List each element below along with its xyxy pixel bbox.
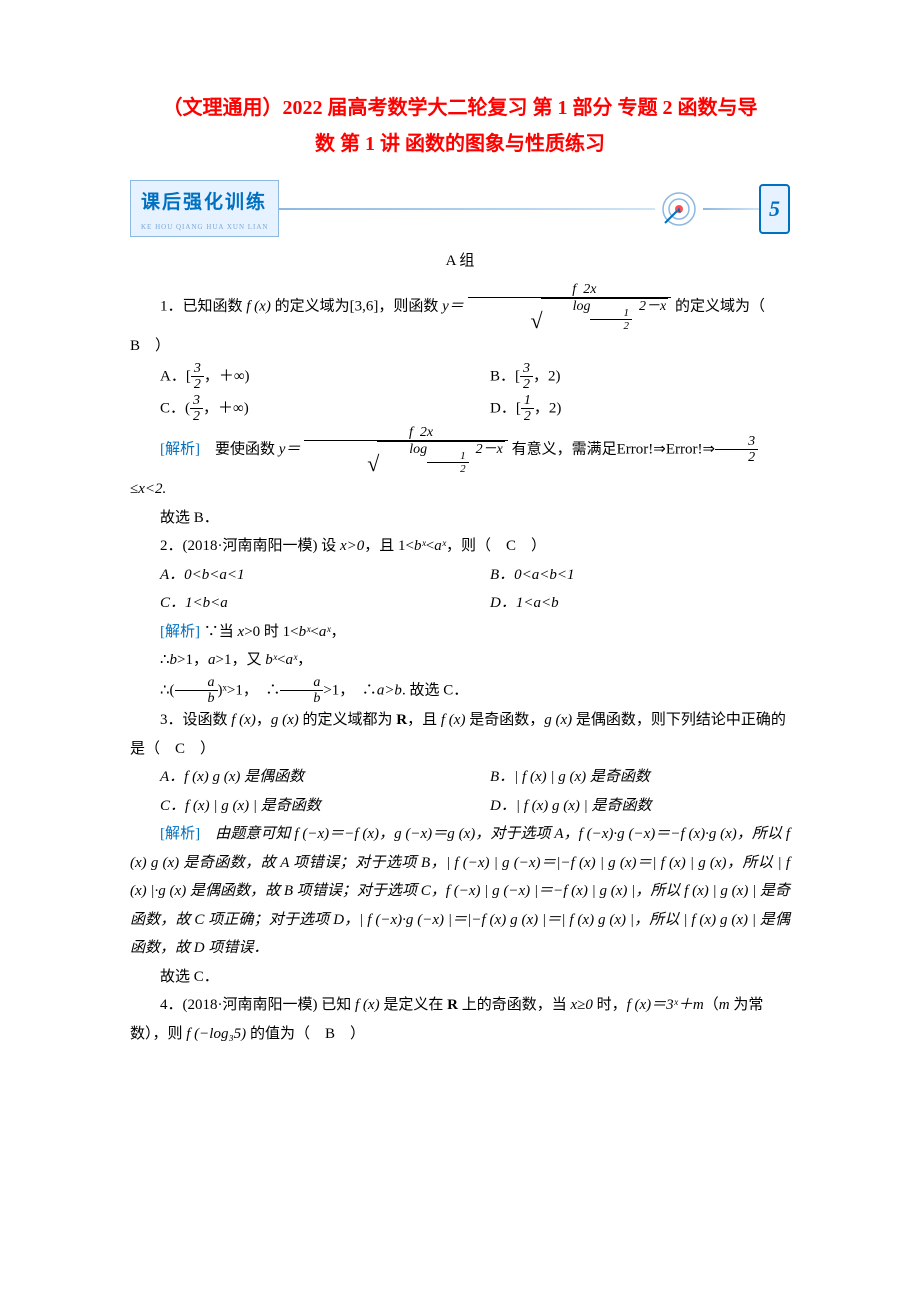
- q1-optA: A．[32，＋∞): [130, 361, 460, 393]
- training-banner: 课后强化训练 KE HOU QIANG HUA XUN LIAN 5: [130, 180, 790, 237]
- q1-optB: B．[32，2): [460, 361, 790, 393]
- q1-f: f: [572, 282, 576, 297]
- q1-log: log: [573, 299, 591, 314]
- q1-main-frac: f 2x √ log12 2－x: [468, 282, 672, 333]
- banner-line-r: [703, 208, 759, 210]
- page-number-badge: 5: [759, 184, 790, 234]
- q2-optA: A．0<b<a<1: [130, 561, 460, 590]
- title-line2: 数 第 1 讲 函数的图象与性质练习: [315, 133, 605, 155]
- banner-line: [279, 208, 654, 210]
- title-line1: （文理通用）2022 届高考数学大二轮复习 第 1 部分 专题 2 函数与导: [163, 97, 758, 119]
- q3-optD: D．| f (x) g (x) | 是奇函数: [460, 792, 790, 821]
- q1-text: 1．已知函数: [160, 299, 246, 315]
- q2-options: A．0<b<a<1 B．0<a<b<1 C．1<b<a D．1<a<b: [130, 561, 790, 618]
- q1-2x: 2x: [583, 282, 596, 297]
- q1-larg: 2－x: [639, 299, 666, 314]
- q2-l3: ∴(ab)ˣ>1， ∴ab>1， ∴a>b. 故选 C．: [130, 675, 790, 707]
- analysis-label: [解析]: [160, 826, 200, 842]
- q1-options: A．[32，＋∞) B．[32，2) C．(32，＋∞) D．[12，2): [130, 361, 790, 425]
- q1-yeq: y＝: [442, 299, 464, 315]
- banner-left: 课后强化训练 KE HOU QIANG HUA XUN LIAN: [130, 180, 279, 237]
- q3-ana-end: 故选 C．: [130, 963, 790, 992]
- q1-text2: 的定义域为[3,6]，则函数: [271, 299, 442, 315]
- q2-l2: ∴b>1，a>1，又 bˣ<aˣ，: [130, 646, 790, 675]
- q2-optC: C．1<b<a: [130, 589, 460, 618]
- q3-options: A．f (x) g (x) 是偶函数 B．| f (x) | g (x) 是奇函…: [130, 763, 790, 820]
- q3-analysis: [解析] 由题意可知 f (−x)＝−f (x)，g (−x)＝g (x)，对于…: [130, 820, 790, 963]
- q1-stem: 1．已知函数 f (x) 的定义域为[3,6]，则函数 y＝ f 2x √ lo…: [130, 282, 790, 361]
- q1-ana-frac: f 2x √ log12 2－x: [304, 425, 508, 476]
- q2-optB: B．0<a<b<1: [460, 561, 790, 590]
- q1-lbd: 2: [590, 319, 632, 332]
- analysis-label: [解析]: [160, 624, 200, 640]
- q2-analysis: [解析] ∵当 x>0 时 1<bˣ<aˣ，: [130, 618, 790, 647]
- analysis-label: [解析]: [160, 441, 200, 457]
- sqrt-icon: √ log12 2－x: [501, 298, 669, 332]
- q3-optA: A．f (x) g (x) 是偶函数: [130, 763, 460, 792]
- banner-main-text: 课后强化训练: [141, 185, 268, 221]
- q3-optC: C．f (x) | g (x) | 是奇函数: [130, 792, 460, 821]
- sqrt-icon: √ log12 2－x: [337, 441, 505, 475]
- q3-stem: 3．设函数 f (x)，g (x) 的定义域都为 R，且 f (x) 是奇函数，…: [130, 706, 790, 763]
- q2-optD: D．1<a<b: [460, 589, 790, 618]
- q3-optB: B．| f (x) | g (x) 是奇函数: [460, 763, 790, 792]
- q4-stem: 4．(2018·河南南阳一模) 已知 f (x) 是定义在 R 上的奇函数，当 …: [130, 991, 790, 1048]
- q1-optD: D．[12，2): [460, 393, 790, 425]
- page-title: （文理通用）2022 届高考数学大二轮复习 第 1 部分 专题 2 函数与导 数…: [130, 90, 790, 162]
- q2-stem: 2．(2018·河南南阳一模) 设 x>0，且 1<bˣ<aˣ，则（ C ）: [130, 532, 790, 561]
- target-icon: [661, 191, 697, 227]
- group-a-label: A 组: [130, 247, 790, 276]
- q1-optC: C．(32，＋∞): [130, 393, 460, 425]
- q1-lbn: 1: [590, 307, 632, 319]
- q1-analysis: [解析] 要使函数 y＝ f 2x √ log12 2－x 有意义，需满足Err…: [130, 425, 790, 504]
- banner-sub-text: KE HOU QIANG HUA XUN LIAN: [141, 221, 268, 234]
- q1-ana-end: 故选 B．: [130, 504, 790, 533]
- q1-fx: f (x): [246, 299, 271, 315]
